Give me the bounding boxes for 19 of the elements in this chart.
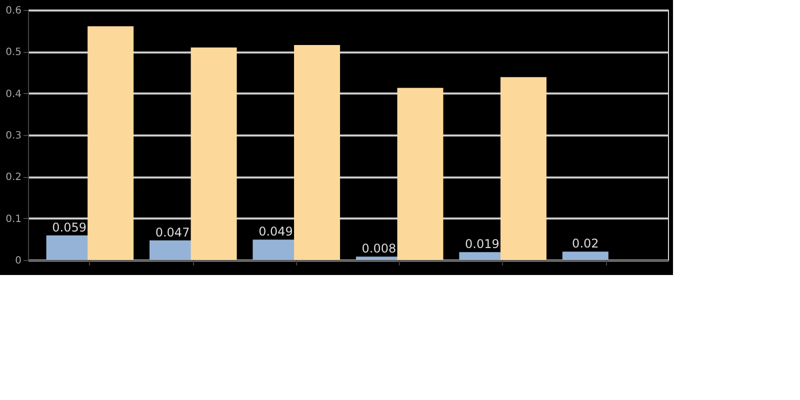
bar [397,88,444,260]
y-tick-label: 0.6 [6,6,22,16]
bar [500,77,546,260]
bar [294,45,340,260]
bar [88,26,134,260]
data-label: 0.049 [258,224,293,239]
bar [562,252,608,260]
y-tick-label: 0.1 [6,214,22,225]
data-label: 0.019 [465,237,500,252]
bar [190,48,237,260]
y-tick-label: 0.3 [6,130,22,142]
y-tick-label: 0 [15,256,22,266]
data-label: 0.047 [155,225,190,240]
data-label: 0.059 [52,220,86,234]
data-label: 0.02 [572,236,599,251]
y-tick-label: 0.5 [6,47,22,58]
y-tick-label: 0.4 [6,88,22,100]
data-label: 0.008 [362,242,396,256]
y-tick-label: 0.2 [6,172,22,184]
